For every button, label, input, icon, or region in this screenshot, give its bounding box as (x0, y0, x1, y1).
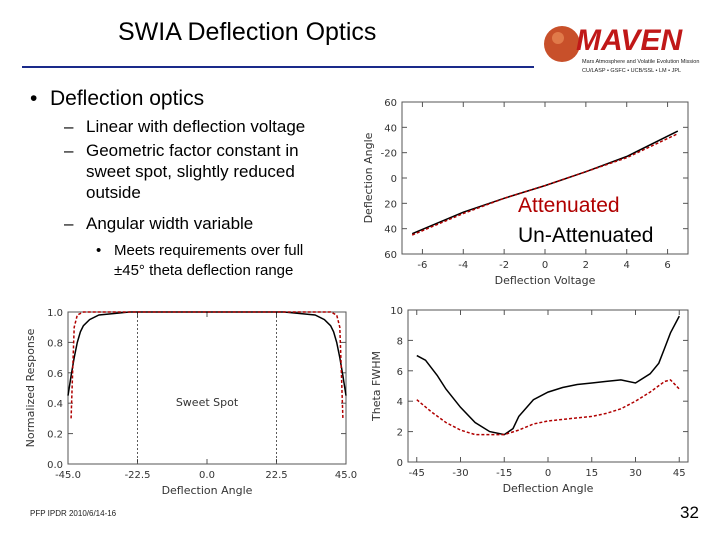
x-tick-label: 6 (664, 260, 670, 271)
x-tick-label: -45.0 (55, 470, 81, 481)
y-tick-label: 0.4 (47, 399, 63, 410)
x-tick-label: -4 (458, 260, 468, 271)
y-tick-label: 6 (397, 367, 403, 378)
slide-footer: PFP IPDR 2010/6/14-16 (30, 509, 117, 518)
x-tick-label: 45 (673, 468, 686, 479)
series-line-un-attenuated (416, 315, 680, 436)
sub-bullet-1-line-1: Linear with deflection voltage (86, 117, 306, 136)
x-tick-label: 30 (629, 468, 642, 479)
y-tick-label: 4 (397, 397, 403, 408)
logo-wordmark: MAVEN (576, 24, 683, 57)
x-tick-label: 4 (624, 260, 630, 271)
sub-bullet-2-line-1: Geometric factor constant in (86, 141, 299, 160)
y-tick-label: 0.0 (47, 460, 63, 471)
y-tick-label: 0.2 (47, 430, 63, 441)
sub-sub-bullet-line-1: Meets requirements over full (114, 242, 304, 259)
x-tick-label: -45 (409, 468, 425, 479)
y-tick-label: 8 (397, 336, 403, 347)
logo-tagline: Mars Atmosphere and Volatile Evolution M… (582, 59, 699, 65)
series-line-attenuated (416, 379, 680, 436)
slide-title: SWIA Deflection Optics (118, 18, 377, 46)
plot-frame (67, 311, 347, 465)
y-tick-label: 0 (391, 174, 397, 185)
legend-unattenuated: Un-Attenuated (518, 224, 654, 247)
maven-logo: MAVEN Mars Atmosphere and Volatile Evolu… (544, 24, 699, 74)
sub-sub-bullet-line-2: ±45° theta deflection range (114, 262, 294, 279)
x-axis-label: Deflection Voltage (495, 274, 596, 287)
y-tick-label: 60 (384, 98, 397, 109)
y-tick-label: 1.0 (47, 308, 63, 319)
sub-bullet-2-line-3: outside (86, 183, 141, 202)
sub-bullet-3-line-1: Angular width variable (86, 214, 254, 233)
y-tick-label: 0.8 (47, 338, 63, 349)
theta-fwhm-chart: -45 -30 -15 0 15 30 45 0 2 4 6 8 10 Deflection Angle T… (370, 306, 689, 495)
x-tick-label: 22.5 (265, 470, 287, 481)
title-underline (22, 66, 534, 68)
series-line-attenuated (411, 133, 679, 236)
x-tick-label: 15 (585, 468, 598, 479)
page-number: 32 (680, 503, 699, 522)
x-tick-label: -6 (417, 260, 427, 271)
x-tick-label: 45.0 (335, 470, 357, 481)
x-axis-label: Deflection Angle (503, 482, 594, 495)
x-tick-label: 0 (542, 260, 548, 271)
y-tick-label: 40 (384, 225, 397, 236)
sub-bullet-2-line-2: sweet spot, slightly reduced (86, 162, 295, 181)
y-axis-label: Theta FWHM (370, 351, 383, 422)
bullet-main-text: Deflection optics (50, 87, 205, 110)
y-tick-label: 40 (384, 123, 397, 134)
sweet-spot-annotation: Sweet Spot (176, 396, 239, 409)
x-tick-label: 0.0 (199, 470, 215, 481)
x-tick-label: 2 (583, 260, 589, 271)
logo-partners: CU/LASP • GSFC • UCB/SSL • LM • JPL (582, 68, 681, 74)
x-tick-label: -2 (499, 260, 509, 271)
x-tick-label: 0 (545, 468, 551, 479)
x-axis-label: Deflection Angle (162, 484, 253, 497)
x-tick-label: -22.5 (125, 470, 151, 481)
y-axis-label: Normalized Response (24, 328, 37, 447)
x-tick-label: -15 (496, 468, 512, 479)
plot-frame (407, 309, 689, 463)
series-line-un-attenuated (67, 311, 347, 396)
y-tick-label: 0.6 (47, 369, 63, 380)
x-tick-label: -30 (452, 468, 468, 479)
y-tick-label: 2 (397, 428, 403, 439)
y-tick-label: 0 (397, 458, 403, 469)
legend-attenuated: Attenuated (518, 194, 620, 217)
normalized-response-chart: -45.0 -22.5 0.0 22.5 45.0 0.0 0.2 0.4 0.6 0.8 1.0 D… (24, 308, 357, 497)
y-tick-label: -20 (381, 149, 397, 160)
y-axis-label: Deflection Angle (362, 132, 375, 223)
series-line-un-attenuated (411, 130, 679, 235)
bullet-main: • Deflection optics (30, 87, 205, 110)
y-tick-label: 10 (390, 306, 403, 317)
y-tick-label: 20 (384, 199, 397, 210)
y-tick-label: 60 (384, 250, 397, 261)
